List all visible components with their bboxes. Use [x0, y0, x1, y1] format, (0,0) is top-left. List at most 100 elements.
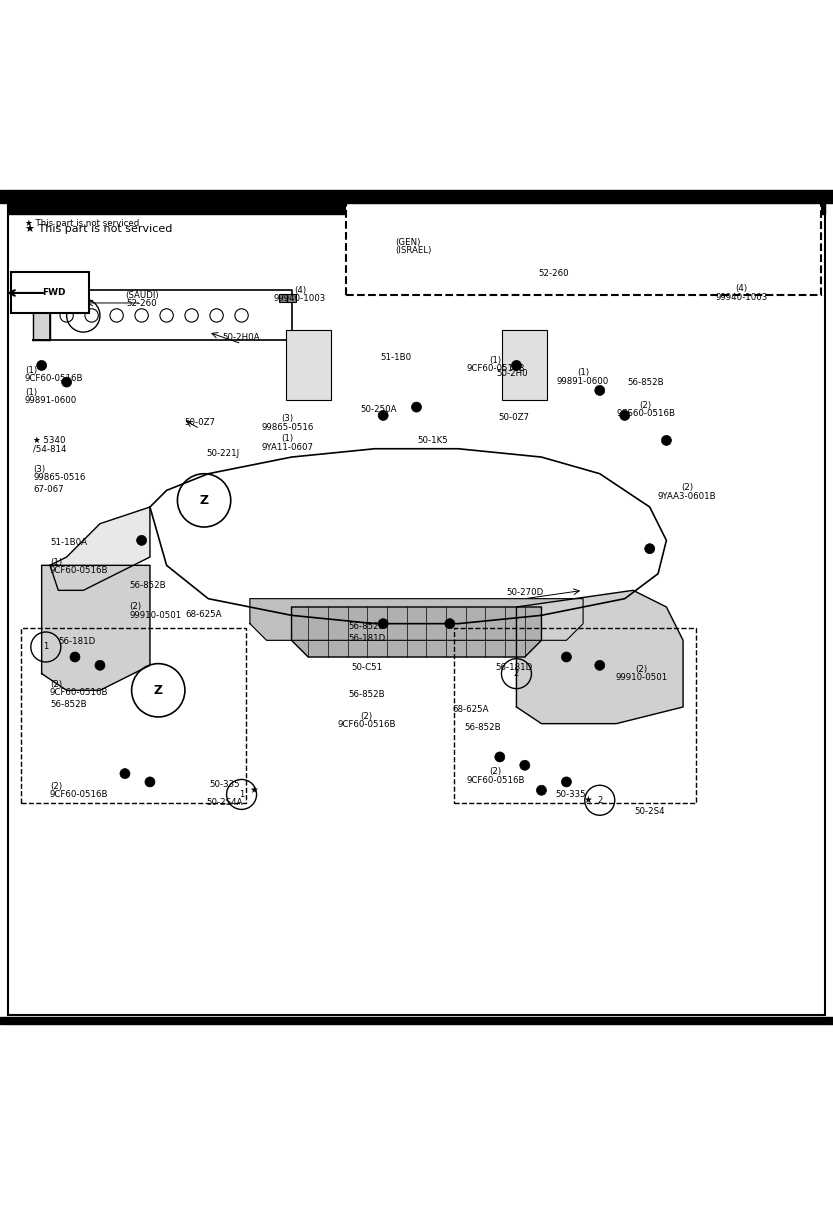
Text: 52-260: 52-260 — [539, 270, 569, 278]
Text: (2): (2) — [636, 665, 647, 674]
Text: 50-335: 50-335 — [556, 790, 586, 799]
Text: 50-0Z7: 50-0Z7 — [498, 413, 530, 421]
Text: 1: 1 — [239, 790, 244, 799]
Text: ★ 5340: ★ 5340 — [33, 436, 66, 444]
Text: ★ This part is not serviced: ★ This part is not serviced — [25, 223, 172, 234]
Circle shape — [120, 768, 130, 778]
Text: 67-067: 67-067 — [33, 486, 64, 494]
Text: (1): (1) — [577, 368, 589, 378]
Polygon shape — [250, 599, 583, 640]
Text: (2): (2) — [129, 602, 142, 612]
Circle shape — [620, 410, 630, 420]
Text: (2): (2) — [490, 767, 501, 777]
Circle shape — [595, 385, 605, 396]
Text: 2: 2 — [514, 669, 519, 679]
Text: 56-852B: 56-852B — [50, 700, 87, 709]
Circle shape — [70, 652, 80, 662]
Text: 9YAA3-0601B: 9YAA3-0601B — [658, 492, 716, 500]
Text: 2: 2 — [597, 795, 602, 805]
Circle shape — [511, 361, 521, 370]
Text: 99910-0501: 99910-0501 — [129, 611, 182, 620]
Text: 99891-0600: 99891-0600 — [557, 376, 609, 386]
FancyBboxPatch shape — [346, 203, 821, 295]
Text: 56-181D: 56-181D — [496, 663, 533, 673]
Polygon shape — [708, 240, 775, 278]
Text: 50-250A: 50-250A — [361, 405, 397, 414]
Text: (2): (2) — [640, 401, 651, 410]
Text: Z: Z — [200, 494, 208, 507]
Text: 50-270D: 50-270D — [506, 589, 543, 597]
Text: (SAUDI): (SAUDI) — [125, 291, 158, 300]
Text: 56-181D: 56-181D — [58, 636, 96, 646]
Circle shape — [37, 361, 47, 370]
Text: ★: ★ — [583, 795, 591, 805]
Circle shape — [62, 378, 72, 387]
Circle shape — [378, 619, 388, 629]
Text: 50-2H0: 50-2H0 — [496, 369, 528, 379]
Text: 50-221J: 50-221J — [207, 449, 240, 458]
Polygon shape — [50, 507, 150, 590]
Text: (4): (4) — [294, 287, 306, 295]
Text: 99910-0501: 99910-0501 — [616, 674, 667, 682]
Text: 1: 1 — [43, 642, 48, 652]
Text: 50-2H0A: 50-2H0A — [222, 333, 261, 341]
Bar — [279, 294, 287, 302]
Text: Z: Z — [154, 683, 162, 697]
Text: (1): (1) — [490, 356, 501, 365]
Text: 99940-1003: 99940-1003 — [716, 293, 767, 301]
Text: 50-1K5: 50-1K5 — [418, 436, 448, 444]
Circle shape — [145, 777, 155, 787]
Text: 99940-1003: 99940-1003 — [274, 294, 326, 304]
Circle shape — [520, 760, 530, 770]
FancyBboxPatch shape — [11, 272, 89, 313]
Bar — [0, 1017, 833, 1023]
Text: 99865-0516: 99865-0516 — [262, 422, 313, 431]
Circle shape — [95, 660, 105, 670]
Polygon shape — [292, 607, 541, 657]
FancyBboxPatch shape — [286, 330, 331, 401]
Circle shape — [595, 660, 605, 670]
Circle shape — [561, 777, 571, 787]
Bar — [704, 274, 712, 282]
Text: 99865-0516: 99865-0516 — [33, 473, 86, 482]
FancyBboxPatch shape — [502, 330, 547, 401]
Text: 56-852B: 56-852B — [348, 622, 385, 630]
Text: ★: ★ — [250, 785, 258, 795]
Text: 56-852B: 56-852B — [627, 378, 664, 386]
Text: 9YA11-0607: 9YA11-0607 — [262, 443, 313, 452]
Text: 9CF60-0516B: 9CF60-0516B — [25, 374, 83, 384]
Text: 50-2S4A: 50-2S4A — [207, 799, 243, 807]
Text: (2): (2) — [681, 483, 693, 493]
Text: (1): (1) — [50, 557, 62, 567]
Text: (1): (1) — [282, 435, 293, 443]
Text: 51-1B0A: 51-1B0A — [50, 538, 87, 546]
Text: 50-335: 50-335 — [210, 779, 240, 789]
Bar — [287, 294, 296, 302]
Polygon shape — [33, 274, 83, 340]
Circle shape — [412, 402, 421, 412]
Circle shape — [561, 652, 571, 662]
Circle shape — [536, 785, 546, 795]
Text: 50-C51: 50-C51 — [351, 663, 382, 673]
Text: (2): (2) — [50, 680, 62, 690]
Text: 50-0Z7: 50-0Z7 — [184, 418, 216, 426]
Polygon shape — [42, 566, 150, 691]
Bar — [0, 191, 833, 203]
Circle shape — [645, 544, 655, 554]
Text: 9CF60-0516B: 9CF60-0516B — [50, 790, 108, 799]
Text: 9CF60-0516B: 9CF60-0516B — [466, 364, 525, 373]
Text: (1): (1) — [25, 365, 37, 375]
Text: 56-852B: 56-852B — [129, 580, 166, 590]
Text: 68-625A: 68-625A — [452, 705, 489, 714]
Text: 99891-0600: 99891-0600 — [25, 396, 77, 405]
Text: (1): (1) — [25, 387, 37, 397]
Text: (GEN): (GEN) — [396, 238, 421, 246]
Text: 9CF60-0516B: 9CF60-0516B — [50, 688, 108, 697]
Circle shape — [137, 535, 147, 545]
Circle shape — [495, 751, 505, 762]
Polygon shape — [516, 590, 683, 724]
Text: ★ This part is not serviced: ★ This part is not serviced — [25, 220, 139, 228]
Text: 50-2S4: 50-2S4 — [635, 806, 665, 816]
Circle shape — [661, 436, 671, 446]
Circle shape — [445, 619, 455, 629]
